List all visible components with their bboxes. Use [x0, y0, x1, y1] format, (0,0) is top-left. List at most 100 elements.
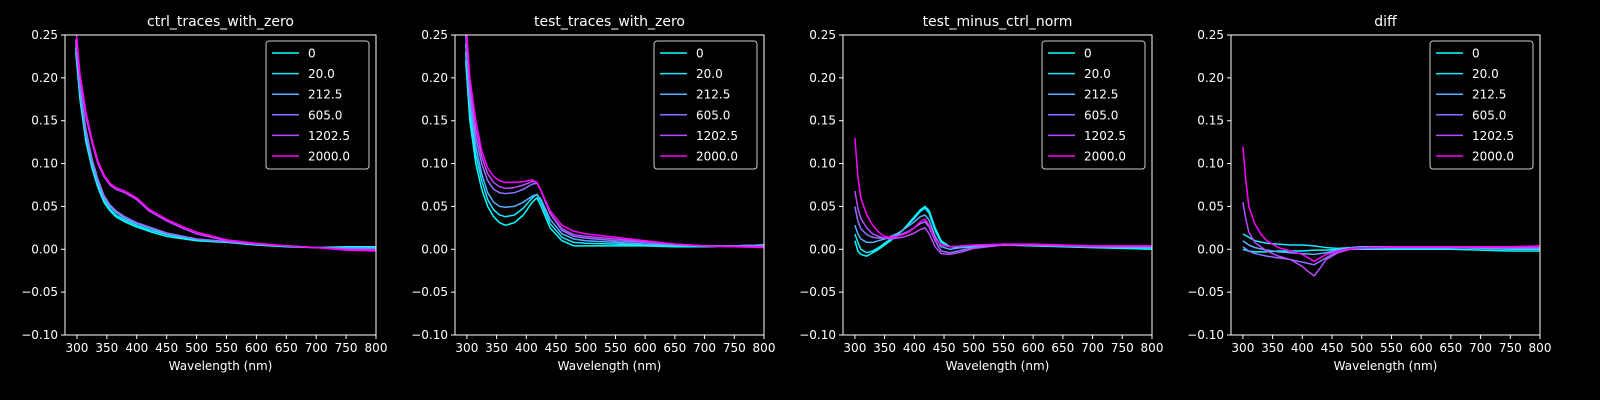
- x-tick-label: 800: [365, 341, 388, 355]
- x-tick-label: 650: [663, 341, 686, 355]
- y-tick-label: 0.05: [809, 199, 836, 213]
- y-tick-label: 0.10: [31, 157, 58, 171]
- x-tick-label: 300: [843, 341, 866, 355]
- subplot-3: −0.10 −0.05 0.00 0.05 0.10 0.15 0.20 0.25 300 350…: [799, 14, 1163, 373]
- series-line-1202.5: [1242, 202, 1540, 277]
- y-tick-label: −0.05: [1187, 285, 1224, 299]
- legend-label: 1202.5: [696, 129, 738, 143]
- x-tick-label: 350: [873, 341, 896, 355]
- axes-frame: [64, 34, 377, 336]
- x-tick-label: 550: [992, 341, 1015, 355]
- x-tick-label: 300: [66, 341, 89, 355]
- subplot-2: −0.10 −0.05 0.00 0.05 0.10 0.15 0.20 0.25 300 350…: [411, 14, 775, 373]
- legend-label: 212.5: [1084, 88, 1118, 102]
- y-tick-label: 0.10: [1197, 157, 1224, 171]
- legend: 0 20.0 212.5 605.0 1202.5 2000.0: [653, 40, 758, 170]
- y-tick-label: −0.10: [799, 328, 836, 342]
- legend-label: 2000.0: [1472, 150, 1514, 164]
- series-line-1202.5: [854, 190, 1152, 256]
- legend-label: 1202.5: [1472, 129, 1514, 143]
- x-tick-label: 700: [305, 341, 328, 355]
- x-tick-label: 350: [1261, 341, 1284, 355]
- x-tick-label: 700: [1469, 341, 1492, 355]
- series-line-2000.0: [466, 35, 764, 249]
- y-tick-label: −0.05: [21, 285, 58, 299]
- y-tick-label: 0.00: [1197, 242, 1224, 256]
- legend: 0 20.0 212.5 605.0 1202.5 2000.0: [1041, 40, 1146, 170]
- y-tick-label: 0.25: [421, 28, 448, 42]
- y-tick-label: 0.00: [421, 242, 448, 256]
- legend-label: 212.5: [696, 88, 730, 102]
- legend-label: 212.5: [308, 88, 342, 102]
- x-tick-label: 500: [185, 341, 208, 355]
- x-axis-label: Wavelength (nm): [169, 359, 273, 373]
- x-tick-label: 700: [1081, 341, 1104, 355]
- x-tick-label: 550: [604, 341, 627, 355]
- x-tick-label: 450: [155, 341, 178, 355]
- y-tick-label: 0.15: [1197, 114, 1224, 128]
- x-tick-label: 500: [962, 341, 985, 355]
- x-tick-label: 400: [903, 341, 926, 355]
- x-tick-label: 300: [1231, 341, 1254, 355]
- y-tick-label: 0.20: [1197, 71, 1224, 85]
- legend-label: 20.0: [1084, 67, 1111, 81]
- x-tick-label: 750: [723, 341, 746, 355]
- legend-label: 605.0: [1084, 108, 1118, 122]
- legend: 0 20.0 212.5 605.0 1202.5 2000.0: [265, 40, 370, 170]
- x-tick-label: 450: [933, 341, 956, 355]
- y-tick-label: −0.10: [21, 328, 58, 342]
- y-tick-label: −0.10: [411, 328, 448, 342]
- y-tick-label: 0.20: [31, 71, 58, 85]
- series-line-2000.0: [75, 35, 376, 252]
- legend-label: 0: [308, 47, 316, 61]
- y-tick-label: −0.05: [799, 285, 836, 299]
- x-tick-label: 700: [693, 341, 716, 355]
- legend-label: 605.0: [696, 108, 730, 122]
- y-tick-label: 0.10: [421, 157, 448, 171]
- x-tick-label: 650: [1439, 341, 1462, 355]
- y-tick-label: 0.05: [1197, 199, 1224, 213]
- x-tick-label: 400: [515, 341, 538, 355]
- y-tick-label: 0.25: [31, 28, 58, 42]
- legend-label: 1202.5: [308, 129, 350, 143]
- series-line-0: [464, 60, 764, 248]
- x-axis-label: Wavelength (nm): [1334, 359, 1438, 373]
- x-tick-label: 550: [215, 341, 238, 355]
- legend-label: 1202.5: [1084, 129, 1126, 143]
- legend-label: 605.0: [308, 108, 342, 122]
- subplot-title: ctrl_traces_with_zero: [147, 14, 294, 30]
- y-tick-label: 0.25: [809, 28, 836, 42]
- subplot-title: diff: [1374, 14, 1397, 30]
- x-tick-label: 500: [574, 341, 597, 355]
- x-tick-label: 400: [1291, 341, 1314, 355]
- legend-label: 20.0: [696, 67, 723, 81]
- x-tick-label: 600: [245, 341, 268, 355]
- legend-label: 2000.0: [1084, 150, 1126, 164]
- y-tick-label: 0.15: [421, 114, 448, 128]
- series-line-2000.0: [854, 137, 1152, 248]
- x-tick-label: 450: [545, 341, 568, 355]
- y-tick-label: 0.15: [809, 114, 836, 128]
- legend-label: 0: [1084, 47, 1092, 61]
- subplot-1: −0.10 −0.05 0.00 0.05 0.10 0.15 0.20 0.25 300 350…: [21, 14, 387, 373]
- legend-label: 20.0: [308, 67, 335, 81]
- legend-label: 2000.0: [308, 150, 350, 164]
- legend-label: 0: [1472, 47, 1480, 61]
- x-tick-label: 500: [1350, 341, 1373, 355]
- y-tick-label: −0.10: [1187, 328, 1224, 342]
- legend-label: 2000.0: [696, 150, 738, 164]
- x-axis-label: Wavelength (nm): [946, 359, 1050, 373]
- subplot-title: test_traces_with_zero: [534, 14, 685, 30]
- legend-label: 605.0: [1472, 108, 1506, 122]
- legend-label: 212.5: [1472, 88, 1506, 102]
- x-tick-label: 600: [634, 341, 657, 355]
- x-tick-label: 800: [1529, 341, 1552, 355]
- x-tick-label: 350: [95, 341, 118, 355]
- x-tick-label: 400: [125, 341, 148, 355]
- series-line-2000.0: [1242, 146, 1540, 263]
- x-tick-label: 450: [1321, 341, 1344, 355]
- x-tick-label: 300: [455, 341, 478, 355]
- legend: 0 20.0 212.5 605.0 1202.5 2000.0: [1429, 40, 1534, 170]
- x-tick-label: 600: [1410, 341, 1433, 355]
